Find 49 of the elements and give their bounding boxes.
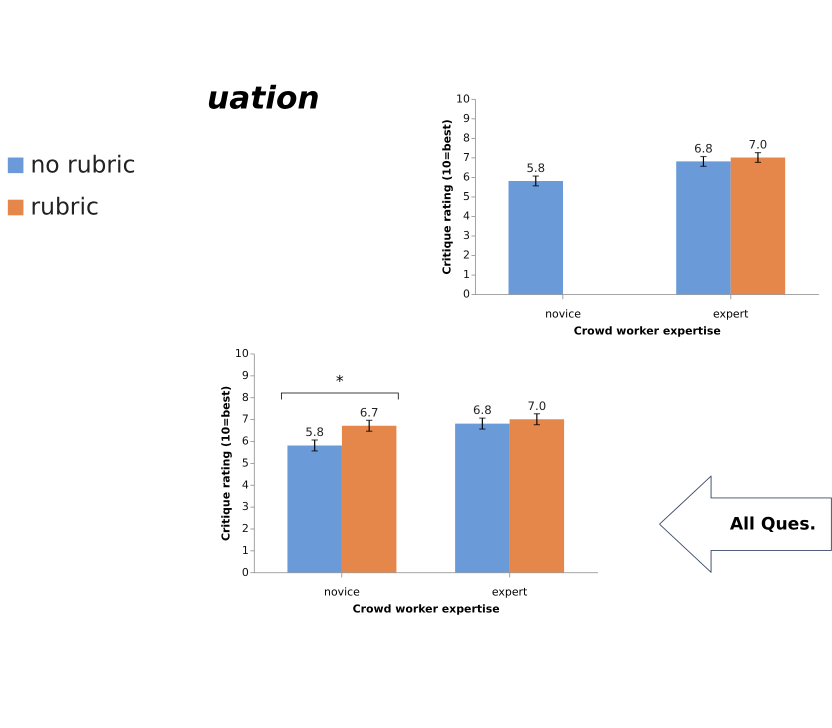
data-label: 6.8: [694, 142, 713, 156]
y-tick-label: 4: [242, 478, 249, 492]
x-tick-label: novice: [545, 307, 582, 320]
y-tick-label: 8: [242, 390, 249, 404]
y-tick-label: 5: [242, 456, 249, 470]
text: All Ques.: [730, 514, 816, 535]
y-tick-label: 0: [242, 566, 249, 579]
y-tick-label: 2: [242, 522, 249, 536]
y-tick-label: 2: [462, 248, 470, 262]
x-axis-title: Crowd worker expertise: [574, 324, 721, 338]
y-tick-label: 9: [242, 368, 249, 382]
x-tick-label: novice: [324, 585, 360, 598]
legend-label: rubric: [30, 192, 99, 221]
y-tick-label: 7: [242, 412, 249, 426]
bar: [508, 180, 564, 294]
data-label: 5.8: [526, 161, 546, 176]
data-label: 7.0: [528, 398, 546, 413]
y-tick-label: 3: [242, 500, 249, 514]
y-tick-label: 1: [242, 544, 249, 557]
y-tick-label: 7: [462, 151, 470, 164]
y-axis-title: Critique rating (10=best): [219, 386, 232, 542]
y-tick-label: 10: [234, 347, 249, 360]
y-tick-label: 5: [462, 190, 470, 204]
bar: [342, 426, 396, 572]
legend-label: no rubric: [30, 150, 136, 178]
y-tick-label: 4: [462, 210, 470, 223]
y-axis-title: Critique rating (10=best): [440, 119, 454, 275]
y-tick-label: 6: [462, 170, 470, 184]
bar: [287, 445, 342, 572]
y-tick-label: 10: [456, 92, 470, 106]
bar: [455, 424, 510, 572]
text: uation: [207, 80, 320, 116]
data-label: 7.0: [748, 138, 768, 152]
x-tick-label: expert: [492, 585, 528, 598]
data-label: 6.7: [360, 405, 378, 420]
y-tick-label: 8: [462, 131, 470, 144]
y-tick-label: 0: [462, 288, 470, 301]
y-tick-label: 1: [462, 268, 470, 282]
bar: [730, 158, 786, 294]
data-label: 6.8: [473, 403, 492, 418]
bar: [510, 419, 564, 572]
x-tick-label: expert: [712, 307, 750, 320]
data-label: 5.8: [305, 425, 324, 440]
y-tick-label: 9: [462, 112, 470, 125]
annotation: *: [336, 372, 344, 391]
y-tick-label: 3: [462, 229, 470, 242]
bar: [676, 161, 731, 294]
y-tick-label: 6: [242, 434, 249, 448]
x-axis-title: Crowd worker expertise: [352, 602, 500, 616]
